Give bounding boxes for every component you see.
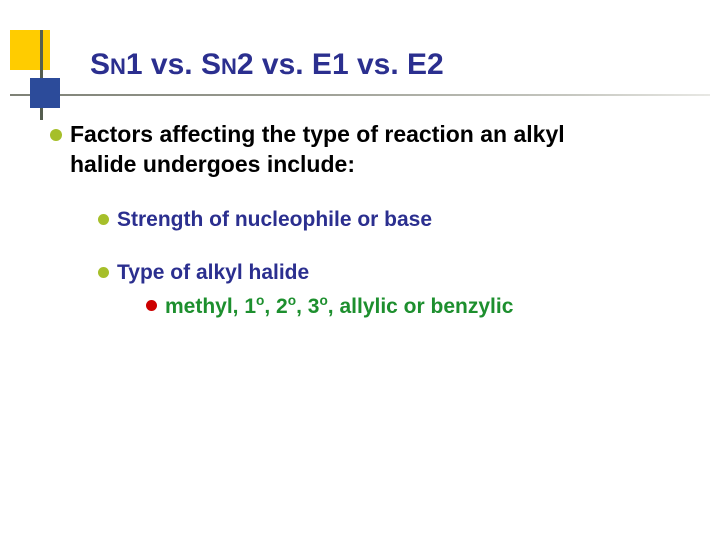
sub-text-blue: Type of alkyl halide bbox=[117, 259, 309, 286]
superscript: o bbox=[319, 293, 327, 308]
main-text: Factors affecting the type of reaction a… bbox=[70, 120, 565, 180]
decoration-horizontal-line bbox=[10, 94, 710, 96]
title-subscript: N bbox=[110, 54, 126, 79]
sub-text-blue: Strength of nucleophile or base bbox=[117, 206, 432, 233]
subsub-seg: , 3 bbox=[296, 295, 319, 318]
decoration-blue-square bbox=[30, 78, 60, 108]
subsub-seg: methyl, 1 bbox=[165, 295, 256, 318]
sub-bullet-row: Strength of nucleophile or base bbox=[98, 206, 690, 233]
subsub-seg: , 2 bbox=[264, 295, 287, 318]
bullet-green-icon bbox=[50, 129, 62, 141]
sub-text-green: methyl, 1o, 2o, 3o, allylic or benzylic bbox=[165, 292, 513, 320]
main-bullet-row: Factors affecting the type of reaction a… bbox=[50, 120, 690, 180]
slide-content: Factors affecting the type of reaction a… bbox=[50, 120, 690, 327]
decoration-yellow-square bbox=[10, 30, 50, 70]
bullet-green-icon bbox=[98, 267, 109, 278]
main-line: Factors affecting the type of reaction a… bbox=[70, 121, 565, 147]
title-seg: 1 vs. S bbox=[126, 48, 221, 81]
title-seg: 2 vs. E1 vs. E2 bbox=[237, 48, 444, 81]
spacer bbox=[50, 239, 690, 259]
slide-title: SN1 vs. SN2 vs. E1 vs. E2 bbox=[90, 48, 444, 82]
bullet-green-icon bbox=[98, 214, 109, 225]
spacer bbox=[50, 186, 690, 206]
superscript: o bbox=[288, 293, 296, 308]
subsub-seg: , allylic or benzylic bbox=[328, 295, 514, 318]
bullet-red-icon bbox=[146, 300, 157, 311]
title-subscript: N bbox=[221, 54, 237, 79]
title-seg: S bbox=[90, 48, 110, 81]
subsub-bullet-row: methyl, 1o, 2o, 3o, allylic or benzylic bbox=[146, 292, 690, 320]
main-line: halide undergoes include: bbox=[70, 151, 355, 177]
sub-bullet-row: Type of alkyl halide bbox=[98, 259, 690, 286]
